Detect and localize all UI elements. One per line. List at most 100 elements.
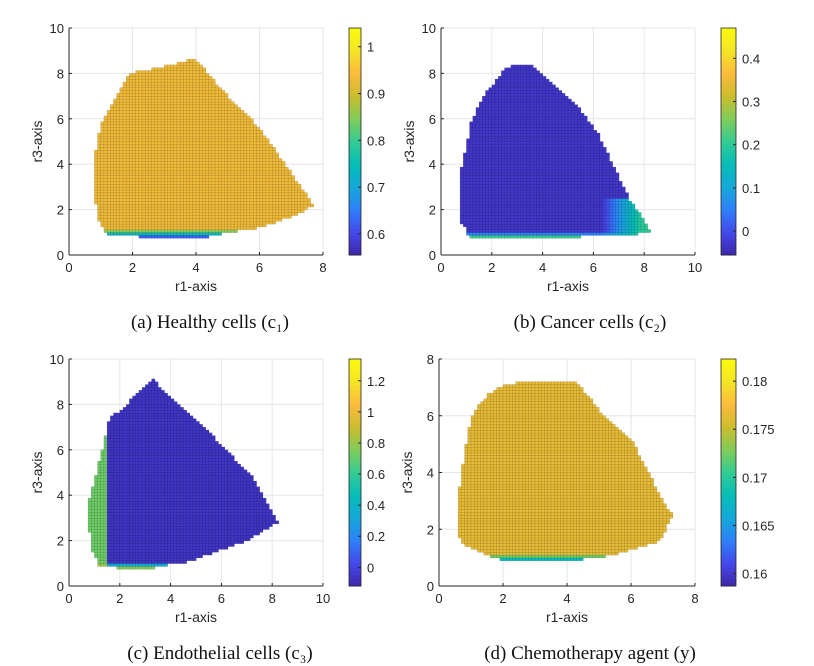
heatmap-cell (189, 127, 194, 131)
heatmap-cell (246, 129, 251, 134)
heatmap-cell (106, 198, 111, 202)
heatmap-cell (459, 220, 464, 225)
heatmap-cell (548, 107, 553, 111)
heatmap-cell (157, 78, 162, 83)
heatmap-cell (116, 127, 121, 131)
heatmap-cell (211, 93, 216, 97)
heatmap-cell (230, 195, 235, 199)
heatmap-cell (545, 234, 550, 239)
heatmap-cell (539, 98, 544, 103)
heatmap-cell (160, 93, 165, 97)
heatmap-cell (138, 121, 143, 125)
heatmap-cell (287, 183, 292, 188)
heatmap-cell (262, 203, 267, 208)
heatmap-cell (558, 215, 563, 219)
heatmap-cell (179, 186, 184, 191)
heatmap-cell (157, 169, 162, 174)
heatmap-cell (192, 127, 197, 131)
heatmap-cell (195, 90, 200, 94)
heatmap-cell (141, 104, 146, 108)
heatmap-cell (268, 158, 273, 162)
heatmap-cell (532, 175, 537, 179)
heatmap-cell (230, 112, 235, 117)
heatmap-cell (268, 192, 273, 196)
heatmap-cell (571, 215, 575, 219)
heatmap-cell (106, 217, 111, 222)
heatmap-cell (141, 198, 146, 202)
heatmap-cell (539, 84, 544, 89)
heatmap-cell (110, 141, 114, 145)
heatmap-cell (240, 195, 245, 199)
heatmap-cell (173, 135, 178, 140)
heatmap-cell (132, 178, 137, 182)
heatmap-cell (160, 84, 165, 89)
heatmap-cell (129, 98, 133, 103)
heatmap-cell (154, 73, 159, 77)
heatmap-cell (135, 229, 140, 233)
heatmap-cell (145, 192, 149, 196)
heatmap-cell (523, 135, 528, 140)
heatmap-cell (542, 212, 547, 216)
heatmap-cell (176, 84, 181, 89)
heatmap-cell (536, 200, 540, 205)
heatmap-cell (504, 172, 509, 176)
heatmap-cell (157, 70, 162, 74)
heatmap-cell (526, 186, 531, 191)
heatmap-cell (548, 121, 553, 125)
heatmap-cell (469, 132, 474, 137)
heatmap-cell (122, 226, 127, 230)
heatmap-cell (199, 181, 203, 185)
heatmap-cell (122, 158, 127, 162)
heatmap-cell (536, 217, 540, 222)
y-tick-label: 8 (57, 66, 64, 81)
heatmap-cell (268, 203, 273, 208)
heatmap-cell (173, 78, 178, 83)
heatmap-cell (97, 135, 102, 140)
heatmap-cell (167, 124, 172, 128)
heatmap-cell (154, 183, 159, 188)
heatmap-cell (116, 104, 121, 108)
heatmap-cell (113, 206, 118, 211)
heatmap-cell (202, 183, 206, 188)
heatmap-cell (151, 155, 156, 159)
heatmap-cell (94, 158, 99, 162)
heatmap-cell (148, 70, 152, 74)
heatmap-cell (173, 178, 178, 182)
heatmap-cell (164, 87, 168, 91)
heatmap-cell (472, 178, 477, 182)
heatmap-cell (513, 152, 518, 157)
heatmap-cell (536, 104, 540, 108)
heatmap-cell (195, 189, 200, 194)
heatmap-cell (100, 217, 105, 222)
heatmap-cell (539, 78, 544, 83)
heatmap-cell (122, 186, 127, 191)
heatmap-cell (183, 152, 187, 157)
heatmap-cell (116, 141, 121, 145)
heatmap-cell (183, 138, 187, 142)
heatmap-cell (510, 127, 515, 131)
heatmap-cell (135, 175, 140, 179)
heatmap-cell (561, 132, 566, 137)
heatmap-cell (211, 129, 216, 134)
heatmap-cell (256, 132, 260, 137)
heatmap-cell (259, 149, 264, 154)
heatmap-cell (507, 206, 512, 211)
heatmap-cell (195, 175, 200, 179)
heatmap-cell (119, 110, 124, 114)
heatmap-cell (491, 203, 496, 208)
heatmap-cell (176, 152, 181, 157)
heatmap-cell (249, 141, 254, 145)
heatmap-cell (141, 217, 146, 222)
heatmap-cell (297, 192, 302, 196)
heatmap-cell (164, 76, 168, 80)
heatmap-cell (224, 124, 229, 128)
heatmap-cell (545, 84, 550, 89)
heatmap-cell (151, 76, 156, 80)
heatmap-cell (536, 87, 540, 91)
heatmap-cell (106, 124, 111, 128)
heatmap-cell (526, 183, 531, 188)
colorbar-segment (349, 92, 361, 97)
heatmap-cell (211, 172, 216, 176)
heatmap-cell (558, 115, 563, 120)
heatmap-cell (122, 115, 127, 120)
